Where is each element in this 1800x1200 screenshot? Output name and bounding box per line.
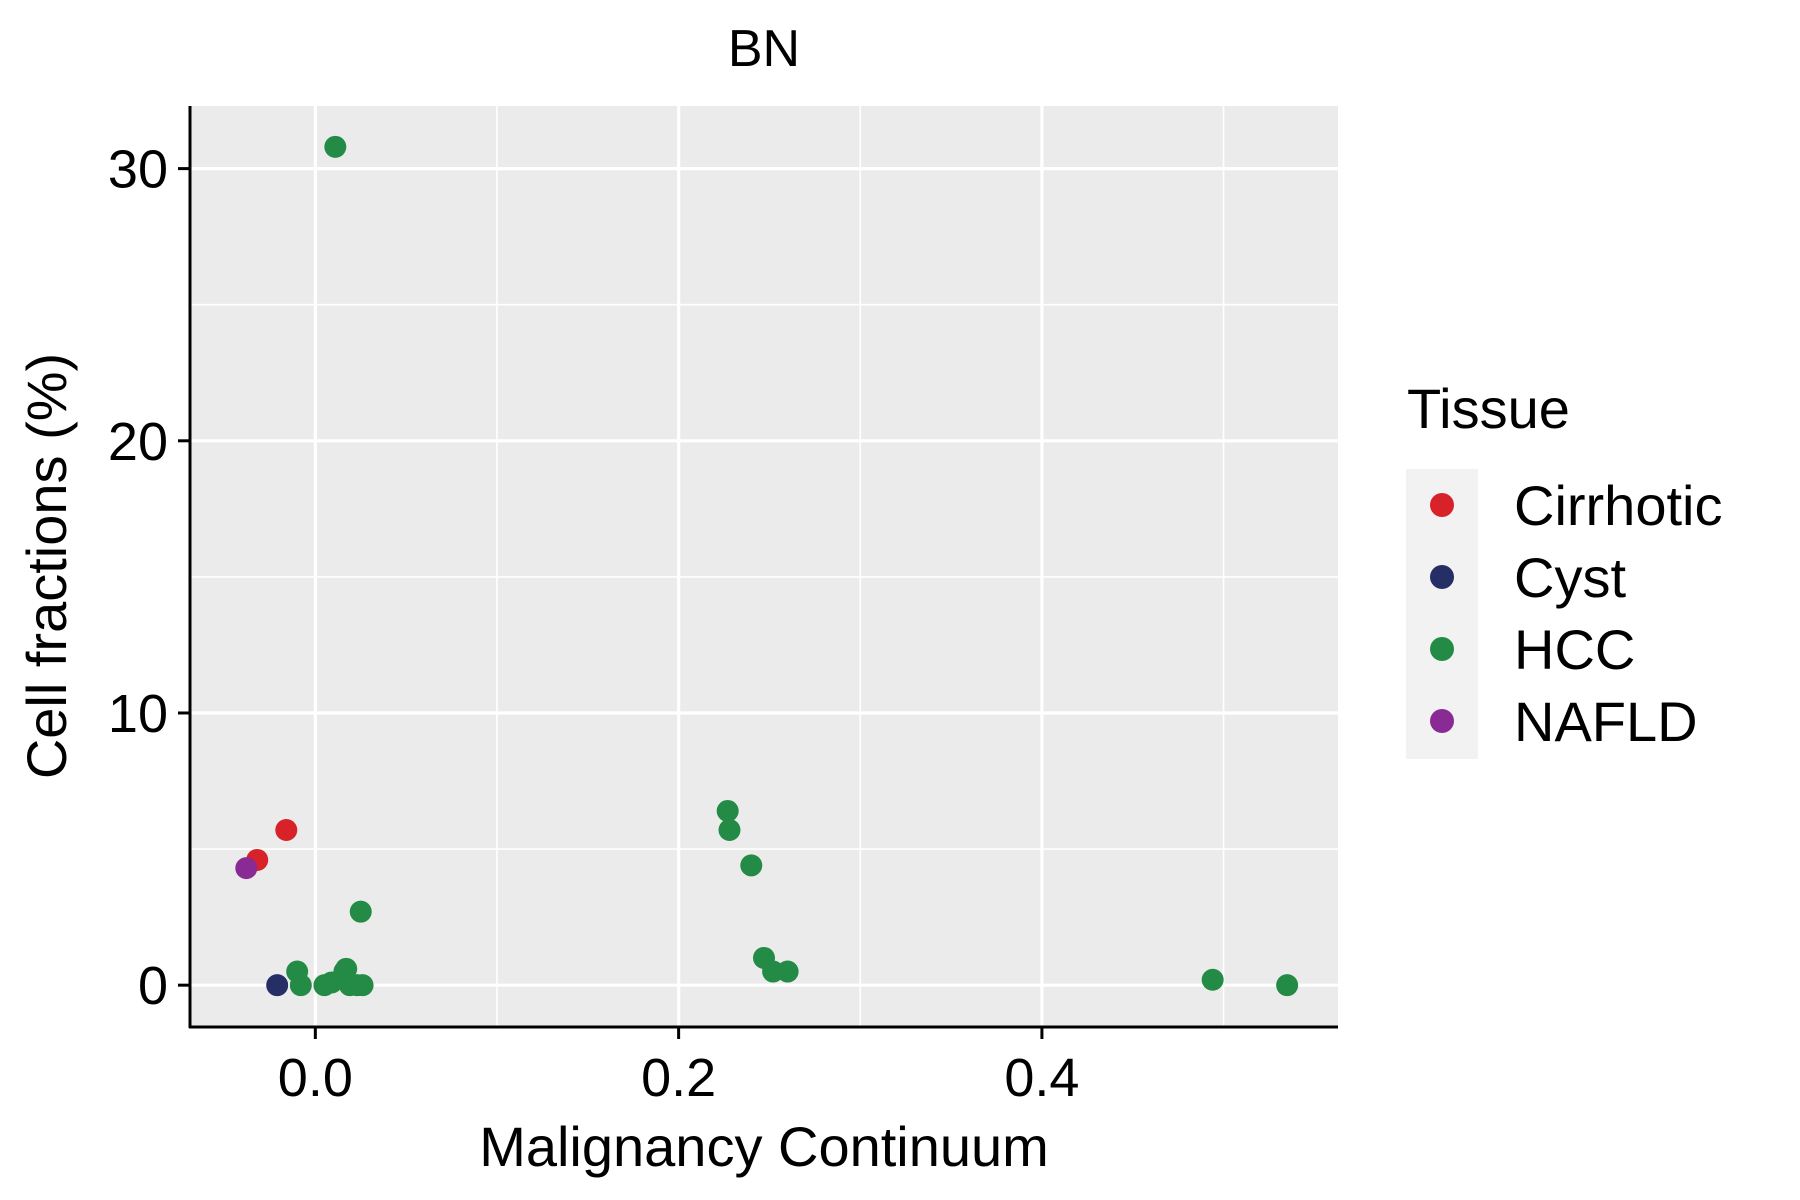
legend-key-cyst bbox=[1430, 565, 1454, 589]
x-axis-title: Malignancy Continuum bbox=[479, 1115, 1049, 1178]
point-hcc bbox=[776, 960, 799, 983]
point-hcc bbox=[1276, 974, 1299, 997]
point-hcc bbox=[324, 135, 347, 158]
y-tick-label: 0 bbox=[138, 956, 168, 1016]
legend-entries: Cirrhotic Cyst HCC NAFLD bbox=[1430, 474, 1722, 753]
y-tick-label: 10 bbox=[108, 684, 168, 744]
chart-title: BN bbox=[728, 20, 800, 78]
point-hcc bbox=[289, 974, 312, 997]
legend-label-cirrhotic: Cirrhotic bbox=[1514, 474, 1722, 537]
point-hcc bbox=[718, 819, 741, 842]
x-axis-ticks: 0.0 0.2 0.4 bbox=[278, 1028, 1079, 1108]
legend-title: Tissue bbox=[1407, 377, 1570, 440]
legend-label-nafld: NAFLD bbox=[1514, 690, 1698, 753]
legend: Tissue Cirrhotic Cyst HCC NAFLD bbox=[1406, 377, 1722, 759]
legend-key-cirrhotic bbox=[1430, 493, 1454, 517]
legend-key-hcc bbox=[1430, 637, 1454, 661]
point-hcc bbox=[349, 900, 372, 923]
y-axis-ticks: 0 10 20 30 bbox=[108, 140, 190, 1016]
point-nafld bbox=[235, 857, 258, 880]
point-hcc bbox=[716, 799, 739, 822]
legend-key-nafld bbox=[1430, 709, 1454, 733]
x-tick-label: 0.0 bbox=[278, 1048, 353, 1108]
point-hcc bbox=[1201, 968, 1224, 991]
data-points bbox=[235, 135, 1299, 997]
point-cyst bbox=[266, 974, 289, 997]
y-tick-label: 20 bbox=[108, 412, 168, 472]
x-tick-label: 0.4 bbox=[1004, 1048, 1079, 1108]
major-gridlines bbox=[190, 106, 1338, 1026]
plot-panel bbox=[190, 106, 1338, 1026]
point-hcc bbox=[351, 974, 374, 997]
legend-label-cyst: Cyst bbox=[1514, 546, 1626, 609]
point-hcc bbox=[740, 854, 763, 877]
legend-label-hcc: HCC bbox=[1514, 618, 1635, 681]
point-cirrhotic bbox=[275, 819, 298, 842]
minor-gridlines bbox=[132, 106, 1338, 1026]
x-tick-label: 0.2 bbox=[641, 1048, 716, 1108]
y-tick-label: 30 bbox=[108, 140, 168, 200]
y-axis-title: Cell fractions (%) bbox=[15, 353, 78, 779]
